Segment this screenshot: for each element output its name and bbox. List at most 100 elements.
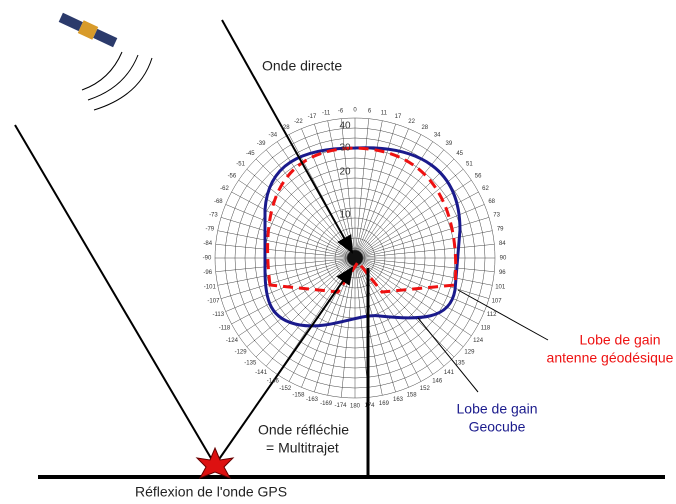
grid-spoke <box>231 261 349 325</box>
grid-spoke <box>238 262 349 336</box>
grid-spoke <box>277 141 351 252</box>
geodesic-callout <box>457 289 549 341</box>
angle-label: -163 <box>306 397 319 403</box>
grid-spoke <box>225 204 348 256</box>
angle-label: -45 <box>246 151 255 157</box>
direct-ray <box>221 19 353 254</box>
grid-spoke <box>359 264 433 375</box>
grid-spoke <box>355 118 369 251</box>
grid-spoke <box>217 259 348 286</box>
angle-label: 22 <box>408 119 415 125</box>
grid-spoke <box>357 128 409 251</box>
angle-label: 0 <box>353 108 357 114</box>
angle-label: -146 <box>267 379 280 385</box>
incident-ray <box>14 124 216 466</box>
geocube-lobe <box>263 146 462 328</box>
angle-label: -124 <box>226 338 239 344</box>
angle-label: 112 <box>487 312 497 318</box>
geocube-label: Geocube <box>469 419 526 435</box>
angle-label: 56 <box>475 173 482 179</box>
angle-label: -141 <box>255 370 268 376</box>
grid-spoke <box>362 217 490 256</box>
angle-label: -22 <box>294 119 303 125</box>
angle-label: -113 <box>213 312 225 318</box>
angle-label: -84 <box>203 241 212 247</box>
angle-label: 34 <box>434 132 441 138</box>
grid-spoke <box>357 123 396 251</box>
polar-grid <box>214 117 496 399</box>
grid-spoke <box>246 262 349 348</box>
angle-label: 101 <box>495 284 506 290</box>
grid-spoke <box>265 149 351 252</box>
reflected-ray <box>214 266 354 466</box>
grid-spoke <box>360 158 455 253</box>
angle-label: -62 <box>220 186 229 192</box>
angle-label: -169 <box>320 401 333 407</box>
angle-label: 96 <box>499 270 506 276</box>
grid-spoke <box>314 265 353 393</box>
angle-label: 163 <box>393 397 404 403</box>
grid-spoke <box>277 264 351 375</box>
angle-label: 73 <box>493 213 500 219</box>
grid-spoke <box>362 258 495 272</box>
grid-spoke <box>362 230 493 257</box>
angle-label: -158 <box>292 392 305 398</box>
grid-spoke <box>215 244 348 258</box>
radial-label: 10 <box>339 210 351 221</box>
angle-label: 90 <box>500 256 507 262</box>
grid-spoke <box>215 258 348 272</box>
angle-label: 17 <box>395 114 402 120</box>
angle-label: 158 <box>407 392 418 398</box>
geocube-callout <box>417 317 479 393</box>
grid-spoke <box>362 204 485 256</box>
grid-spoke <box>341 265 355 398</box>
geocube-label: Lobe de gain <box>457 401 538 417</box>
grid-spoke <box>360 263 455 358</box>
reflection-label: Réflexion de l'onde GPS <box>135 484 287 500</box>
direct-label: Onde directe <box>262 58 342 74</box>
grid-spoke <box>361 191 479 255</box>
angle-label: 6 <box>368 108 372 114</box>
angle-label: 118 <box>481 325 491 331</box>
angle-label: -68 <box>214 199 223 205</box>
angle-label: 39 <box>446 141 453 147</box>
angle-label: -6 <box>338 108 344 114</box>
angle-label: 180 <box>350 404 361 410</box>
grid-spoke <box>356 120 383 251</box>
angle-label: -56 <box>228 173 237 179</box>
grid-spoke <box>361 262 464 348</box>
angle-label: 169 <box>379 401 390 407</box>
angle-label: 107 <box>492 299 503 305</box>
grid-spoke <box>362 260 485 312</box>
geodesic-label: antenne géodésique <box>547 350 674 366</box>
angle-label: 28 <box>421 125 428 131</box>
angle-label: -79 <box>205 227 214 233</box>
angle-label: 129 <box>464 349 475 355</box>
grid-spoke <box>238 180 349 254</box>
grid-spoke <box>301 128 353 251</box>
grid-spoke <box>359 149 445 252</box>
grid-spoke <box>341 118 355 251</box>
grid-spoke <box>362 244 495 258</box>
angle-label: -96 <box>203 270 212 276</box>
grid-spoke <box>361 261 479 325</box>
angle-label: 84 <box>499 241 506 247</box>
grid-spoke <box>327 120 354 251</box>
grid-spoke <box>265 264 351 367</box>
satellite-icon <box>58 12 153 111</box>
angle-label: -51 <box>236 162 245 168</box>
angle-label: -174 <box>334 403 347 409</box>
angle-label: 141 <box>444 370 455 376</box>
grid-spoke <box>255 263 350 358</box>
grid-spoke <box>361 262 472 336</box>
grid-spoke <box>361 168 464 254</box>
grid-spoke <box>357 265 396 393</box>
angle-label: -11 <box>322 110 331 116</box>
angle-label: 146 <box>432 379 443 385</box>
grid-spoke <box>362 260 490 299</box>
grid-spoke <box>246 168 349 254</box>
angle-label: 152 <box>420 386 431 392</box>
reflected-label: Onde réfléchie <box>258 422 349 438</box>
grid-spoke <box>327 265 354 396</box>
